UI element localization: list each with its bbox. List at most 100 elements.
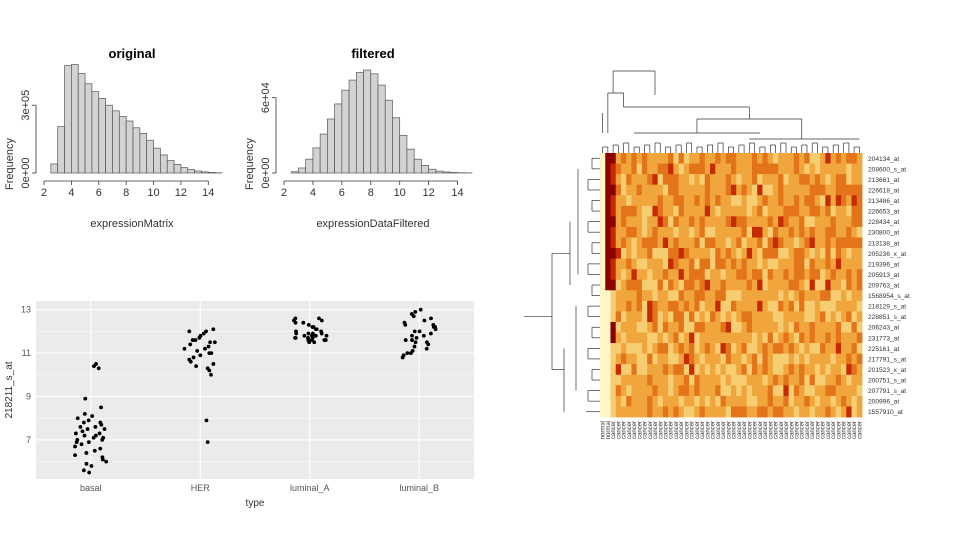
heatmap-cell bbox=[699, 395, 706, 407]
heatmap-cell bbox=[799, 237, 805, 249]
heatmap-cell bbox=[652, 279, 659, 291]
heatmap-cell bbox=[641, 385, 648, 397]
heatmap-cell bbox=[846, 195, 852, 207]
heatmap-cell bbox=[631, 174, 638, 186]
heatmap-cell bbox=[636, 385, 643, 397]
heatmap-cell bbox=[631, 269, 638, 281]
heatmap-cell bbox=[600, 364, 606, 376]
heatmap-cell bbox=[710, 364, 716, 376]
heatmap-cell bbox=[851, 195, 858, 207]
heatmap-cell bbox=[772, 153, 779, 164]
heatmap-cell bbox=[668, 374, 674, 386]
heatmap-cell bbox=[767, 205, 774, 217]
heatmap-cell bbox=[710, 332, 716, 344]
heatmap-cell bbox=[809, 311, 816, 323]
heatmap-cell bbox=[673, 258, 679, 270]
heatmap-cell bbox=[809, 184, 816, 196]
x-tick-label: 8 bbox=[123, 187, 129, 199]
heatmap-cell bbox=[778, 406, 784, 418]
heatmap-cell bbox=[605, 332, 611, 344]
heatmap-cell bbox=[751, 290, 758, 302]
heatmap-cell bbox=[626, 395, 632, 407]
heatmap-cell bbox=[809, 290, 816, 302]
heatmap-cell bbox=[704, 385, 711, 397]
heatmap-cell bbox=[772, 290, 779, 302]
data-point bbox=[412, 329, 417, 334]
heatmap-cell bbox=[673, 153, 679, 164]
heatmap-cell bbox=[799, 226, 805, 238]
heatmap-cell bbox=[689, 237, 695, 249]
heatmap-cell bbox=[673, 216, 679, 228]
heatmap-cell bbox=[694, 374, 700, 386]
heatmap-cell bbox=[662, 195, 669, 207]
heatmap-cell bbox=[725, 395, 732, 407]
heatmap-cell bbox=[626, 364, 632, 376]
heatmap-cell bbox=[741, 406, 748, 418]
heatmap-cell bbox=[720, 226, 727, 238]
heatmap-cell bbox=[689, 205, 695, 217]
heatmap-cell bbox=[783, 237, 790, 249]
heatmap-cell bbox=[736, 216, 742, 228]
data-point bbox=[410, 333, 414, 338]
heatmap-cell bbox=[851, 174, 858, 186]
heatmap-cell bbox=[825, 195, 831, 207]
heatmap-cell bbox=[772, 195, 779, 207]
heatmap-cell bbox=[699, 300, 706, 312]
heatmap-cell bbox=[788, 226, 795, 238]
heatmap-cell bbox=[746, 332, 753, 344]
heatmap-cell bbox=[641, 364, 648, 376]
heatmap-cell bbox=[814, 269, 821, 281]
heatmap-cell bbox=[841, 184, 847, 196]
heatmap-cell bbox=[689, 216, 695, 228]
heatmap-cell bbox=[683, 332, 690, 344]
heatmap-cell bbox=[751, 406, 758, 418]
heatmap-cell bbox=[683, 385, 690, 397]
data-point bbox=[73, 444, 77, 449]
heatmap-cell bbox=[631, 343, 638, 355]
heatmap-cell bbox=[783, 374, 790, 386]
heatmap-cell bbox=[809, 374, 816, 386]
heatmap-cell bbox=[615, 195, 622, 207]
heatmap-cell bbox=[636, 237, 643, 249]
column-label: cancer bbox=[711, 421, 717, 439]
heatmap-cell bbox=[788, 248, 795, 259]
heatmap-cell bbox=[820, 216, 826, 228]
heatmap-cell bbox=[652, 290, 659, 302]
column-label: cancer bbox=[831, 421, 837, 439]
heatmap-cell bbox=[689, 248, 695, 259]
heatmap-cell bbox=[799, 258, 805, 270]
heatmap-cell bbox=[746, 153, 753, 164]
heatmap-cell bbox=[668, 248, 674, 259]
heatmap-cell bbox=[694, 153, 700, 164]
heatmap-cell bbox=[731, 216, 737, 228]
heatmap-cell bbox=[652, 374, 659, 386]
heatmap-cell bbox=[683, 248, 690, 259]
heatmap-cell bbox=[841, 300, 847, 312]
heatmap-cell bbox=[778, 258, 784, 270]
heatmap-cell bbox=[600, 153, 606, 164]
heatmap-cell bbox=[741, 343, 748, 355]
data-point bbox=[211, 327, 216, 332]
heatmap-cell bbox=[694, 311, 700, 323]
histogram-filtered-svg: filtered Frequency expressionDataFiltere… bbox=[244, 46, 473, 230]
heatmap-cell bbox=[725, 153, 732, 164]
heatmap-cell bbox=[841, 279, 847, 291]
heatmap-cell bbox=[851, 258, 858, 270]
heatmap-cell bbox=[725, 374, 732, 386]
heatmap-cell bbox=[673, 300, 679, 312]
heatmap-cell bbox=[841, 269, 847, 281]
heatmap-cell bbox=[825, 300, 831, 312]
heatmap-cell bbox=[605, 321, 611, 333]
heatmap-cell bbox=[825, 395, 831, 407]
heatmap-cell bbox=[793, 248, 800, 259]
heatmap-cell bbox=[631, 385, 638, 397]
heatmap-cell bbox=[741, 290, 748, 302]
heatmap-cell bbox=[620, 269, 627, 281]
heatmap-cell bbox=[778, 290, 784, 302]
heatmap-cell bbox=[652, 364, 659, 376]
heatmap-cell bbox=[636, 343, 643, 355]
heatmap-cell bbox=[704, 374, 711, 386]
heatmap-cell bbox=[746, 374, 753, 386]
